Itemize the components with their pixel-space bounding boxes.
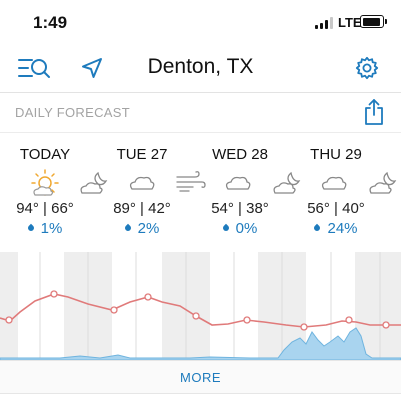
battery-icon <box>360 15 387 28</box>
temperature-range: 54° | 38° <box>211 200 269 217</box>
temperature-range: 89° | 42° <box>113 200 171 217</box>
precip-value: 0% <box>235 220 258 237</box>
temp-marker <box>382 321 390 329</box>
temp-marker <box>50 290 58 298</box>
signal-strength-icon <box>315 17 335 29</box>
cloud-icon <box>129 176 155 190</box>
moon-cloud-icon <box>273 171 301 194</box>
cloud-icon <box>225 176 251 190</box>
day-label: TODAY <box>19 146 71 163</box>
moon-cloud-icon <box>369 171 397 194</box>
wind-icon <box>176 171 206 192</box>
section-title: DAILY FORECAST <box>15 105 130 120</box>
sun-icon <box>31 169 59 196</box>
moon-cloud-icon <box>80 171 108 194</box>
precip-chance: 0% <box>195 220 285 237</box>
precip-chance: 1% <box>0 220 90 237</box>
precip-chance: 2% <box>97 220 187 237</box>
share-icon[interactable] <box>363 98 385 126</box>
gear-icon[interactable] <box>355 56 379 80</box>
hour-gridlines <box>39 252 381 360</box>
day-label: TUE 27 <box>116 146 168 163</box>
rain-drop-icon <box>221 223 230 233</box>
day-label: THU 29 <box>310 146 362 163</box>
temp-marker <box>192 312 200 320</box>
temperature-points <box>5 290 390 331</box>
temp-marker <box>110 306 118 314</box>
precip-chance: 24% <box>291 220 381 237</box>
precip-value: 24% <box>327 220 358 237</box>
more-label: MORE <box>180 370 221 385</box>
temp-marker <box>345 316 353 324</box>
precip-area <box>0 327 401 360</box>
temperature-range: 56° | 40° <box>307 200 365 217</box>
temp-marker <box>300 323 308 331</box>
day-label: WED 28 <box>212 146 268 163</box>
forecast-graph[interactable] <box>0 252 401 360</box>
precip-value: 1% <box>40 220 63 237</box>
daily-forecast-list: TODAY 94° | 66° 1% TUE 27 <box>0 140 401 240</box>
cloud-icon <box>321 176 347 190</box>
app-header: Denton, TX <box>0 44 401 93</box>
location-arrow-icon[interactable] <box>80 56 104 80</box>
temperature-range: 94° | 66° <box>16 200 74 217</box>
rain-drop-icon <box>123 223 132 233</box>
location-title[interactable]: Denton, TX <box>147 55 254 78</box>
status-bar: 1:49 LTE <box>0 0 401 44</box>
night-band <box>0 252 18 360</box>
rain-drop-icon <box>313 223 322 233</box>
temp-marker <box>144 293 152 301</box>
precip-value: 2% <box>137 220 160 237</box>
more-button[interactable]: MORE <box>0 360 401 394</box>
rain-drop-icon <box>26 223 35 233</box>
temp-marker <box>5 316 13 324</box>
temp-marker <box>243 316 251 324</box>
menu-search-icon[interactable] <box>17 56 51 80</box>
daily-forecast-header: DAILY FORECAST <box>0 92 401 133</box>
status-time: 1:49 <box>33 13 68 32</box>
network-type: LTE <box>338 15 362 30</box>
